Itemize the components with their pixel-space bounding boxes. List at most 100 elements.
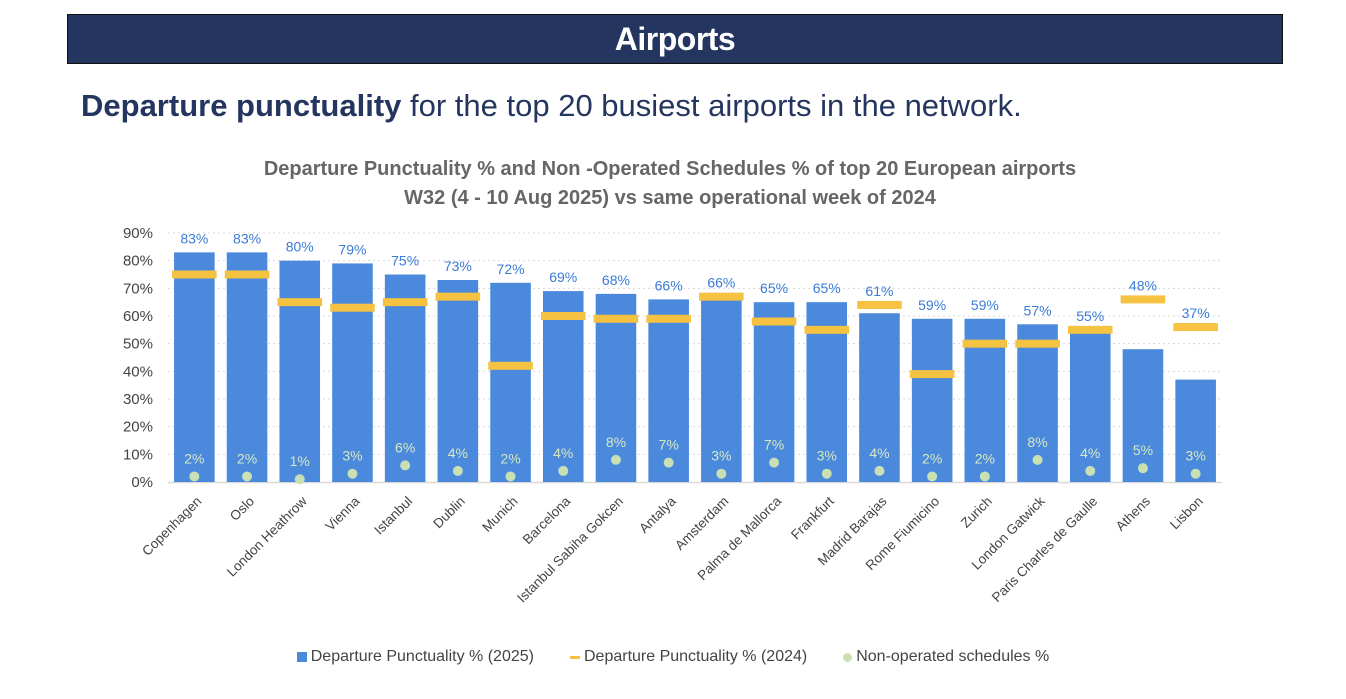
nonop-value-label: 4% (553, 445, 573, 461)
nonop-value-label: 4% (1080, 445, 1100, 461)
bar-value-label: 48% (1129, 277, 1157, 293)
marker-2024 (172, 270, 217, 279)
nonop-value-label: 4% (869, 445, 889, 461)
bar (701, 299, 742, 482)
nonop-value-label: 7% (659, 437, 679, 453)
chart-title: Departure Punctuality % and Non -Operate… (263, 158, 1077, 180)
nonop-dot (874, 465, 885, 476)
marker-2024 (435, 292, 481, 301)
x-tick-label: Munich (479, 494, 520, 535)
nonop-dot (347, 468, 358, 479)
nonop-value-label: 4% (448, 445, 468, 461)
bar (753, 302, 795, 482)
nonop-dot (505, 471, 516, 482)
nonop-dot (821, 468, 832, 479)
bar (542, 291, 584, 482)
nonop-dot (716, 468, 727, 479)
bar (1122, 349, 1164, 482)
nonop-dot (1137, 463, 1148, 474)
nonop-dot (452, 465, 463, 476)
bar (174, 252, 215, 482)
bar (490, 282, 531, 482)
bar (648, 299, 689, 482)
marker-2024 (382, 298, 428, 307)
nonop-dot (558, 465, 569, 476)
chart-legend: Departure Punctuality % (2025) Departure… (0, 648, 1346, 666)
bar-value-label: 66% (655, 277, 683, 293)
x-tick-label: Barcelona (520, 493, 574, 547)
bar (1175, 379, 1216, 482)
nonop-value-label: 1% (290, 453, 310, 469)
bar-value-label: 37% (1182, 305, 1210, 321)
nonop-value-label: 2% (922, 450, 942, 466)
y-tick-label: 40% (123, 363, 153, 380)
marker-2024 (488, 361, 533, 370)
bar-value-label: 66% (707, 275, 735, 291)
bar (595, 293, 637, 482)
nonop-dot (242, 471, 253, 482)
nonop-value-label: 3% (711, 448, 731, 464)
bar-value-label: 55% (1076, 308, 1104, 324)
marker-2024 (857, 300, 902, 309)
bar-value-label: 69% (549, 269, 577, 285)
y-tick-label: 30% (123, 391, 153, 408)
x-tick-label: Oslo (227, 494, 257, 524)
y-tick-label: 10% (123, 446, 153, 463)
marker-2024 (909, 370, 955, 379)
nonop-dot (663, 457, 674, 468)
nonop-dot (610, 454, 621, 465)
nonop-dot (927, 471, 938, 482)
x-tick-label: Frankfurt (788, 493, 837, 542)
bar-value-label: 72% (497, 261, 525, 277)
marker-2024 (699, 292, 744, 301)
x-tick-label: Athens (1113, 493, 1154, 534)
marker-2024 (804, 325, 850, 334)
bar-value-label: 65% (813, 280, 841, 296)
nonop-value-label: 2% (975, 450, 995, 466)
y-tick-label: 80% (123, 253, 153, 270)
x-tick-label: Paris Charles de Gaulle (989, 494, 1100, 605)
x-tick-label: Vienna (322, 493, 363, 534)
x-tick-label: Istanbul Sabiha Gokcen (514, 494, 626, 606)
bar (384, 274, 426, 482)
marker-2024 (1015, 339, 1060, 348)
chart-subtitle: W32 (4 - 10 Aug 2025) vs same operationa… (404, 187, 936, 209)
bar-value-label: 80% (286, 239, 314, 255)
subtitle-rest: for the top 20 busiest airports in the n… (401, 88, 1022, 123)
legend-line-swatch (569, 655, 580, 659)
marker-2024 (277, 298, 323, 307)
section-banner: Airports (67, 14, 1283, 64)
nonop-value-label: 3% (817, 448, 837, 464)
nonop-value-label: 2% (184, 450, 204, 466)
nonop-dot (1190, 468, 1201, 479)
marker-2024 (962, 339, 1008, 348)
legend-dot-swatch (843, 652, 853, 662)
nonop-value-label: 7% (764, 437, 784, 453)
y-tick-label: 60% (123, 308, 153, 325)
nonop-value-label: 8% (1027, 434, 1047, 450)
bar (437, 280, 479, 482)
marker-2024 (540, 312, 586, 320)
bar-value-label: 83% (233, 230, 261, 246)
marker-2024 (330, 303, 375, 312)
bar-value-label: 57% (1024, 302, 1052, 318)
bar (332, 263, 373, 482)
y-tick-label: 90% (123, 225, 153, 242)
marker-2024 (1173, 323, 1218, 332)
nonop-value-label: 3% (1186, 448, 1206, 464)
y-tick-label: 70% (123, 280, 153, 297)
bar-value-label: 59% (971, 297, 999, 313)
nonop-dot (189, 471, 200, 482)
nonop-value-label: 2% (500, 450, 520, 466)
legend-label-2025: Departure Punctuality % (2025) (310, 648, 534, 665)
x-tick-label: Dublin (430, 494, 468, 532)
marker-2024 (751, 317, 797, 326)
y-tick-label: 20% (123, 419, 153, 436)
legend-item-nonop: Non-operated schedules % (843, 648, 1049, 666)
marker-2024 (224, 270, 270, 279)
bar-value-label: 61% (865, 283, 893, 299)
chart-svg: 0% 10% 20% 30% 40% 50% 60% 70% 80% 90% 83% 2% Copenh… (123, 225, 1222, 606)
marker-2024 (646, 314, 691, 323)
subtitle-bold: Departure punctuality (81, 88, 402, 123)
bar (1069, 329, 1111, 482)
